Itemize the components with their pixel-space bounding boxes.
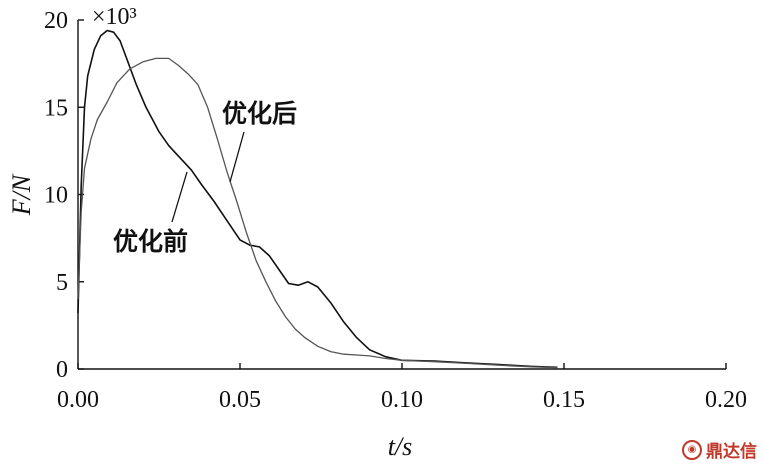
annotation-after-leader xyxy=(229,131,245,183)
y-ticks: 0 5 10 15 20 xyxy=(44,8,84,383)
y-tick-label: 15 xyxy=(44,95,68,121)
series-layer xyxy=(77,29,558,369)
series-line-after xyxy=(77,57,558,369)
y-tick-label: 0 xyxy=(56,357,68,383)
x-tick-label: 0.15 xyxy=(543,387,585,413)
annotation-before: 优化前 xyxy=(113,227,188,256)
watermark: ◉ 鼎达信 xyxy=(682,437,757,462)
x-tick-label: 0.20 xyxy=(705,387,747,413)
watermark-text: 鼎达信 xyxy=(706,442,757,462)
y-tick-label: 20 xyxy=(44,8,68,34)
series-line-before xyxy=(77,29,558,369)
x-ticks: 0.00 0.05 0.10 0.15 0.20 xyxy=(57,363,747,413)
logo-icon: ◉ xyxy=(682,439,702,460)
y-tick-label: 5 xyxy=(56,270,68,296)
x-tick-label: 0.10 xyxy=(381,387,423,413)
y-tick-label: 10 xyxy=(44,183,68,209)
x-axis-label: t/s xyxy=(388,432,413,461)
annotation-after: 优化后 xyxy=(222,99,297,128)
y-multiplier-label: ×10³ xyxy=(92,4,137,30)
annotation-before-leader xyxy=(171,171,188,223)
y-axis-label: F/N xyxy=(7,173,36,216)
x-tick-label: 0.00 xyxy=(57,387,99,413)
x-tick-label: 0.05 xyxy=(219,387,261,413)
